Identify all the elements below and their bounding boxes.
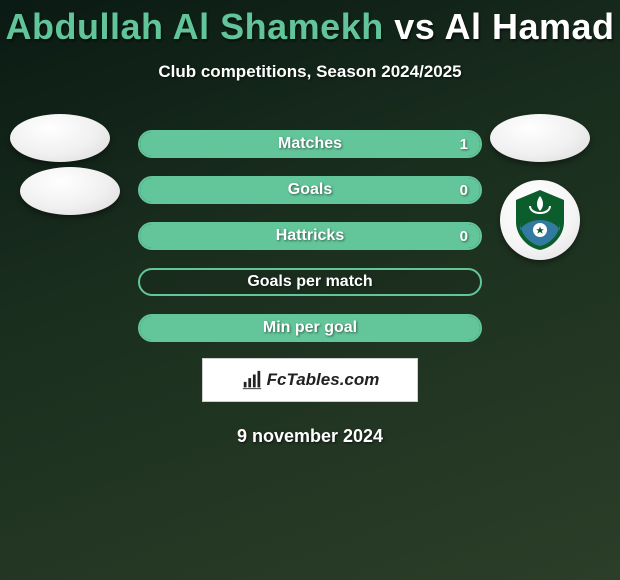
stat-label: Matches — [140, 132, 480, 156]
player1-name: Abdullah Al Shamekh — [6, 6, 384, 47]
comparison-title: Abdullah Al Shamekh vs Al Hamad — [0, 0, 620, 48]
stat-row: Hattricks0 — [138, 222, 482, 250]
stat-row: Goals0 — [138, 176, 482, 204]
stat-label: Goals — [140, 178, 480, 202]
stat-value-right: 0 — [460, 178, 468, 202]
player2-avatar-1 — [490, 114, 590, 162]
stat-label: Goals per match — [140, 270, 480, 294]
brand-text: FcTables.com — [267, 370, 380, 390]
stat-value-right: 1 — [460, 132, 468, 156]
date-text: 9 november 2024 — [0, 426, 620, 447]
subtitle: Club competitions, Season 2024/2025 — [0, 62, 620, 82]
club-crest-icon — [512, 188, 568, 252]
player2-name: Al Hamad — [444, 6, 614, 47]
stat-row: Matches1 — [138, 130, 482, 158]
stat-row: Min per goal — [138, 314, 482, 342]
stat-value-right: 0 — [460, 224, 468, 248]
player1-avatar-2 — [20, 167, 120, 215]
stat-row: Goals per match — [138, 268, 482, 296]
club-logo — [500, 180, 580, 260]
brand-chart-icon — [241, 369, 263, 391]
stat-label: Min per goal — [140, 316, 480, 340]
stat-label: Hattricks — [140, 224, 480, 248]
vs-text: vs — [394, 6, 435, 47]
player1-avatar-1 — [10, 114, 110, 162]
brand-box: FcTables.com — [202, 358, 418, 402]
